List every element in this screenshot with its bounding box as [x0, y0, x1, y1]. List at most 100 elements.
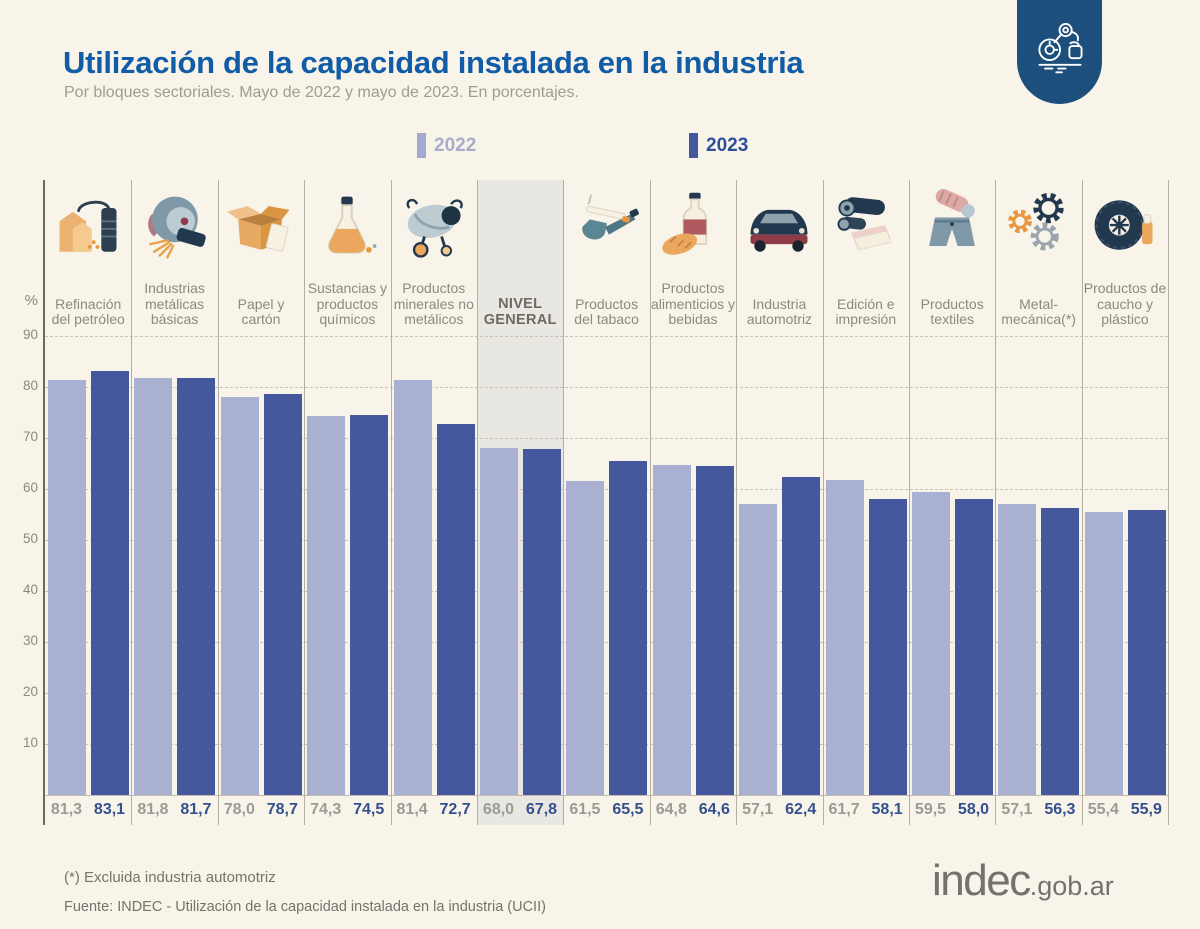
value-labels: 74,3 74,5 [304, 801, 390, 825]
value-2022: 57,1 [742, 801, 774, 818]
y-tick-label: 70 [22, 429, 38, 444]
column-separator [563, 180, 565, 825]
legend-label-2023: 2023 [706, 134, 749, 156]
logo-suffix: .gob.ar [1029, 871, 1114, 901]
textile-shorts-icon [909, 184, 995, 270]
column-separator [995, 180, 997, 825]
value-2022: 81,4 [396, 801, 428, 818]
value-2022: 59,5 [914, 801, 947, 818]
column-separator [390, 180, 392, 825]
bar-2023 [523, 449, 561, 795]
legend-swatch-2022 [417, 133, 426, 158]
y-tick-label: 80 [22, 378, 38, 393]
value-2023: 74,5 [353, 801, 385, 818]
value-2023: 62,4 [785, 801, 817, 818]
gridline [45, 387, 1169, 388]
value-labels: 61,7 58,1 [823, 801, 909, 825]
bar-2022 [393, 379, 432, 795]
column-separator [909, 180, 910, 825]
cement-mixer-icon [391, 184, 477, 270]
category-label: Metal-mecánica(*) [1001, 295, 1076, 328]
value-2022: 57,1 [1001, 801, 1033, 818]
y-axis-unit-label: % [24, 292, 38, 309]
column-separator [304, 180, 306, 825]
bottle-bread-icon [650, 184, 736, 270]
category-label: Industrias metálicas básicas [144, 279, 205, 328]
value-labels: 81,3 83,1 [45, 801, 131, 825]
bar-2023 [695, 465, 734, 795]
value-2023: 67,8 [525, 801, 558, 818]
bar-chart: Refinación del petróleo 81,3 83,1 Industria… [43, 180, 1170, 825]
logo-text: indec [932, 856, 1031, 905]
bar-2022 [1084, 512, 1123, 795]
category-label: Refinación del petróleo [51, 295, 125, 328]
value-2022: 68,0 [482, 801, 515, 818]
bar-2022 [134, 377, 173, 795]
tire-icon [1082, 184, 1168, 270]
category-label: Productos alimenticios y bebidas [650, 279, 735, 328]
value-2023: 72,7 [439, 801, 471, 818]
value-2022: 61,5 [569, 801, 601, 818]
gridline [45, 540, 1169, 541]
footnote: (*) Excluida industria automotriz [64, 869, 276, 886]
bar-2023 [1127, 509, 1166, 795]
bar-2023 [177, 378, 216, 795]
value-labels: 64,8 64,6 [650, 801, 736, 825]
value-2022: 81,8 [137, 801, 169, 818]
page-subtitle: Por bloques sectoriales. Mayo de 2022 y … [64, 84, 579, 101]
value-2023: 65,5 [612, 801, 644, 818]
gears-icon [995, 184, 1081, 270]
sector-column: Sustancias y productos químicos 74,3 74,5 [304, 180, 390, 825]
value-labels: 57,1 56,3 [995, 801, 1081, 825]
y-tick-label: 30 [22, 633, 38, 648]
legend-item-2022: 2022 [417, 133, 476, 158]
value-labels: 78,0 78,7 [218, 801, 304, 825]
sector-column: Edición e impresión 61,7 58,1 [823, 180, 909, 825]
sector-column: Papel y cartón 78,0 78,7 [218, 180, 304, 825]
legend-label-2022: 2022 [434, 134, 477, 156]
gridline [45, 438, 1169, 439]
value-2023: 78,7 [266, 801, 298, 818]
column-separator [1081, 180, 1083, 825]
y-tick-label: 50 [22, 531, 38, 546]
value-2022: 78,0 [223, 801, 255, 818]
oil-refinery-icon [45, 184, 131, 270]
bar-2023 [436, 424, 475, 795]
bar-2023 [263, 393, 302, 795]
value-labels: 81,4 72,7 [391, 801, 477, 825]
gridline [45, 591, 1169, 592]
legend-item-2023: 2023 [689, 133, 748, 158]
category-label: Edición e impresión [835, 295, 897, 328]
column-separator [131, 180, 133, 825]
value-labels: 61,5 65,5 [563, 801, 649, 825]
sector-column: Productos de caucho y plástico 55,4 55,9 [1082, 180, 1168, 825]
column-separator [649, 180, 651, 825]
value-2023: 56,3 [1044, 801, 1076, 818]
y-tick-label: 20 [22, 684, 38, 699]
value-labels: 81,8 81,7 [131, 801, 217, 825]
value-2023: 55,9 [1130, 801, 1162, 818]
no-icon [477, 184, 563, 270]
indec-badge [1017, 0, 1102, 104]
y-tick-label: 60 [22, 480, 38, 495]
value-2022: 55,4 [1087, 801, 1119, 818]
y-axis: 10 20 30 40 50 60 70 80 90 [6, 0, 38, 929]
value-2023: 64,6 [698, 801, 730, 818]
gridline [45, 336, 1169, 337]
x-axis-baseline [45, 795, 1169, 796]
bar-2023 [955, 499, 993, 795]
column-separator [822, 180, 824, 825]
chemical-flask-icon [304, 184, 390, 270]
sector-column: Productos alimenticios y bebidas 64,8 64,6 [650, 180, 736, 825]
page-title: Utilización de la capacidad instalada en… [63, 44, 804, 80]
bar-2023 [91, 371, 129, 795]
bar-2023 [868, 498, 907, 795]
value-2023: 58,1 [871, 801, 903, 818]
legend-swatch-2023 [689, 133, 698, 158]
category-label: Sustancias y productos químicos [307, 279, 388, 328]
sector-column: Productos minerales no metálicos 81,4 72,7 [391, 180, 477, 825]
value-2023: 58,0 [957, 801, 990, 818]
value-labels: 68,0 67,8 [477, 801, 563, 825]
bar-2023 [609, 460, 648, 795]
